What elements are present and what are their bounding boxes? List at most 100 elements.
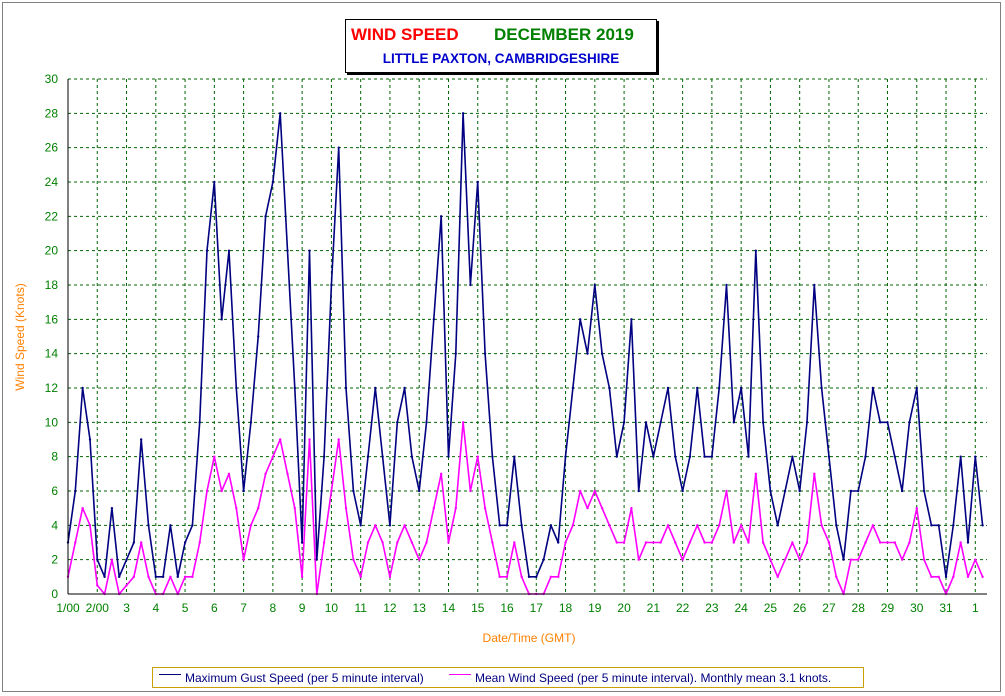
- mean-speed-point: [139, 541, 143, 544]
- max-gust-point: [900, 489, 904, 493]
- max-gust-point: [718, 386, 721, 390]
- max-gust-point: [564, 455, 567, 458]
- max-gust-point: [227, 249, 231, 252]
- mean-speed-point: [220, 489, 223, 493]
- max-gust-point: [454, 352, 457, 355]
- mean-speed-point: [981, 575, 984, 579]
- mean-speed-point: [125, 584, 128, 587]
- y-tick-label: 8: [51, 450, 58, 464]
- mean-speed-point: [549, 575, 553, 579]
- max-gust-point: [483, 352, 487, 355]
- mean-speed-point: [147, 575, 150, 579]
- x-tick-label: 29: [881, 601, 895, 615]
- x-tick-label: 6: [211, 601, 218, 615]
- mean-speed-point: [593, 489, 597, 493]
- mean-speed-point: [278, 438, 282, 441]
- max-gust-point: [315, 558, 318, 561]
- x-tick-label: 1/00: [56, 601, 80, 615]
- max-gust-point: [644, 421, 648, 424]
- max-gust-point: [681, 489, 684, 493]
- mean-speed-point: [857, 558, 860, 561]
- mean-speed-point: [366, 541, 370, 544]
- x-tick-label: 27: [822, 601, 836, 615]
- mean-speed-line: [67, 421, 984, 595]
- x-tick-label: 13: [413, 601, 427, 615]
- max-gust-point: [447, 455, 450, 458]
- mean-speed-point: [242, 558, 245, 561]
- mean-speed-point: [893, 541, 897, 544]
- max-gust-point: [696, 386, 699, 390]
- mean-speed-point: [505, 575, 509, 579]
- max-gust-point: [578, 318, 582, 321]
- mean-speed-point: [308, 438, 311, 441]
- mean-speed-point: [557, 575, 560, 579]
- max-gust-point: [352, 489, 355, 493]
- x-tick-label: 16: [500, 601, 514, 615]
- x-tick-label: 25: [764, 601, 778, 615]
- mean-speed-point: [681, 558, 684, 561]
- x-tick-label: 18: [559, 601, 573, 615]
- max-gust-point: [520, 524, 523, 527]
- max-gust-point: [527, 575, 531, 579]
- mean-speed-point: [718, 524, 721, 527]
- max-gust-point: [791, 455, 794, 458]
- mean-speed-point: [644, 541, 648, 544]
- mean-speed-point: [900, 558, 904, 561]
- max-gust-point: [505, 524, 509, 527]
- x-tick-label: 3: [123, 601, 130, 615]
- max-gust-point: [593, 283, 597, 287]
- max-gust-point: [864, 455, 867, 458]
- mean-speed-point: [198, 541, 201, 544]
- max-gust-point: [322, 455, 326, 458]
- mean-speed-point: [227, 472, 231, 476]
- max-gust-point: [842, 558, 845, 561]
- mean-speed-point: [418, 558, 421, 561]
- max-gust-point: [659, 421, 662, 424]
- max-gust-point: [161, 575, 165, 579]
- max-gust-point: [959, 455, 962, 458]
- mean-speed-point: [110, 558, 114, 561]
- mean-speed-point: [564, 541, 567, 544]
- mean-speed-point: [322, 541, 326, 544]
- x-tick-label: 14: [442, 601, 456, 615]
- mean-speed-point: [439, 472, 443, 476]
- y-tick-label: 26: [45, 141, 59, 155]
- legend-mean-label: Mean Wind Speed (per 5 minute interval).…: [475, 671, 832, 685]
- x-tick-label: 26: [793, 601, 807, 615]
- max-gust-point: [74, 489, 77, 493]
- max-gust-point: [198, 421, 201, 424]
- max-gust-point: [930, 524, 933, 527]
- max-gust-point: [908, 421, 911, 424]
- legend: Maximum Gust Speed (per 5 minute interva…: [152, 667, 864, 688]
- chart-title-left: WIND SPEED: [351, 25, 459, 44]
- mean-speed-point: [637, 558, 640, 561]
- max-gust-point: [418, 489, 421, 493]
- max-gust-point: [571, 386, 575, 390]
- mean-speed-point: [871, 524, 875, 527]
- max-gust-point: [220, 318, 223, 321]
- max-gust-point: [191, 524, 194, 527]
- mean-speed-point: [425, 541, 428, 544]
- max-gust-point: [820, 386, 823, 390]
- max-gust-point: [835, 524, 838, 527]
- max-gust-point: [542, 558, 545, 561]
- y-tick-label: 2: [51, 553, 58, 567]
- max-gust-point: [88, 438, 92, 441]
- mean-speed-point: [798, 558, 801, 561]
- mean-speed-point: [293, 506, 297, 510]
- max-gust-point: [461, 112, 465, 115]
- max-gust-point: [154, 575, 158, 579]
- max-gust-point: [710, 455, 714, 458]
- mean-speed-point: [586, 506, 589, 510]
- mean-speed-point: [300, 575, 304, 579]
- max-gust-point: [132, 541, 136, 544]
- mean-speed-point: [959, 541, 962, 544]
- max-gust-point: [439, 215, 443, 218]
- max-gust-point: [915, 386, 918, 390]
- grid-lines: [68, 78, 987, 594]
- mean-speed-point: [183, 575, 187, 579]
- mean-speed-point: [344, 506, 348, 510]
- y-tick-label: 4: [51, 518, 58, 532]
- max-gust-point: [688, 455, 692, 458]
